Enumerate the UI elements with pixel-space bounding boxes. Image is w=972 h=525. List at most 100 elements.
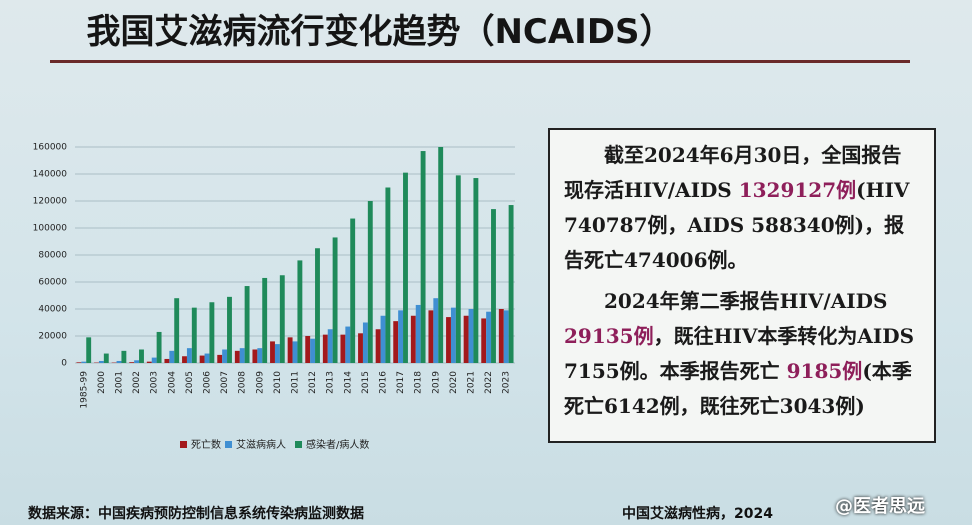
x-tick-label: 2016 <box>379 371 389 394</box>
bar <box>473 178 479 363</box>
x-tick-label: 2003 <box>150 371 160 394</box>
x-tick-label: 2001 <box>115 371 125 394</box>
y-tick-label: 60000 <box>38 278 67 288</box>
bar <box>103 353 109 363</box>
bar <box>186 348 192 363</box>
watermark: @医者思远 <box>835 496 925 517</box>
info-text: 2024年第二季报告HIV/AIDS <box>604 289 888 313</box>
bar <box>450 307 456 363</box>
info-text: 9185例 <box>786 359 863 383</box>
bar <box>332 237 338 363</box>
info-text: (HIV 740787例，AIDS 588340例)，报告死亡474006例。 <box>564 178 910 272</box>
info-paragraph: 截至2024年6月30日，全国报告现存活HIV/AIDS 1329127例(HI… <box>564 138 920 278</box>
publication-note: 中国艾滋病性病，2024 <box>622 506 773 522</box>
bar <box>375 329 381 363</box>
bar <box>182 356 187 363</box>
bar <box>164 358 170 363</box>
chart: 0 20000 40000 60000 80000 100000 120000 140000 1… <box>33 143 515 451</box>
y-tick-label: 160000 <box>33 143 68 153</box>
legend-label: 感染者/病人数 <box>306 438 369 451</box>
bar <box>134 360 140 363</box>
bar <box>415 304 421 363</box>
source-note: 数据来源：中国疾病预防控制信息系统传染病监测数据 <box>28 506 364 522</box>
bar <box>455 175 461 363</box>
title-rule <box>50 60 910 63</box>
x-tick-label: 2004 <box>167 371 177 394</box>
x-tick-label: 2017 <box>396 371 406 394</box>
x-tick-label: 2013 <box>326 371 336 394</box>
x-tick-label: 2011 <box>291 371 301 394</box>
x-tick-label: 2012 <box>308 371 318 394</box>
bar <box>174 298 180 363</box>
bar <box>345 326 351 363</box>
bar <box>274 344 280 363</box>
bar <box>367 201 373 363</box>
bar <box>191 307 197 363</box>
bar <box>410 315 416 363</box>
bar <box>98 360 104 363</box>
bar <box>156 331 162 363</box>
bar <box>297 260 303 363</box>
x-tick-label: 2006 <box>203 371 213 394</box>
bar <box>305 336 311 363</box>
info-text: (本季死亡6142例，既往死亡3043例) <box>564 359 912 418</box>
x-tick-label: 2009 <box>255 371 265 394</box>
bar <box>403 172 408 363</box>
info-text: 29135例 <box>564 324 654 348</box>
legend-label: 死亡数 <box>191 438 221 451</box>
bar <box>310 338 316 363</box>
bar <box>199 355 205 363</box>
x-tick-label: 2018 <box>414 371 424 394</box>
x-tick-label: 2021 <box>467 371 477 394</box>
bar <box>508 205 514 363</box>
bar <box>350 218 356 363</box>
bar <box>257 348 263 363</box>
x-tick-label: 2002 <box>132 371 142 394</box>
y-tick-label: 80000 <box>38 251 67 261</box>
info-paragraph: 2024年第二季报告HIV/AIDS 29135例，既往HIV本季转化为AIDS… <box>564 284 920 424</box>
bar <box>438 147 444 363</box>
bar <box>129 362 135 363</box>
y-tick-label: 20000 <box>38 332 67 342</box>
bar <box>327 329 333 363</box>
bar <box>209 302 215 363</box>
bar <box>491 209 496 363</box>
bar <box>463 315 469 363</box>
legend-swatch <box>225 441 232 448</box>
bar <box>446 317 451 363</box>
x-tick-label: 2019 <box>431 371 441 394</box>
bar <box>486 311 492 363</box>
bar <box>169 350 175 363</box>
info-text: 截至2024年6月30日，全国报告现存活HIV/AIDS <box>564 143 902 202</box>
bar <box>139 349 144 363</box>
bar <box>76 362 82 363</box>
info-box: 截至2024年6月30日，全国报告现存活HIV/AIDS 1329127例(HI… <box>548 128 936 443</box>
x-tick-label: 2008 <box>238 371 248 394</box>
y-tick-label: 0 <box>61 359 67 369</box>
bar <box>86 337 92 363</box>
x-tick-label: 2007 <box>220 371 230 394</box>
bar <box>279 275 285 363</box>
bar <box>468 309 474 363</box>
bar <box>287 337 293 363</box>
info-text: ，既往HIV本季转化为AIDS 7155例。本季报告死亡 <box>564 324 915 383</box>
bar <box>146 361 152 363</box>
bar <box>244 286 250 363</box>
bar <box>428 310 434 363</box>
bar <box>322 334 328 363</box>
x-tick-label: 2014 <box>343 371 353 394</box>
bar <box>503 310 509 363</box>
bar <box>315 248 320 363</box>
bar <box>481 318 487 363</box>
bar <box>362 322 368 363</box>
y-tick-label: 120000 <box>33 197 68 207</box>
bar <box>234 350 240 363</box>
bar <box>292 341 298 363</box>
bar <box>204 353 210 363</box>
legend-swatch <box>180 441 187 448</box>
bar <box>270 341 275 363</box>
bar <box>239 348 245 363</box>
bar <box>420 151 426 363</box>
bar <box>358 333 363 363</box>
x-tick-label: 2000 <box>97 371 107 394</box>
